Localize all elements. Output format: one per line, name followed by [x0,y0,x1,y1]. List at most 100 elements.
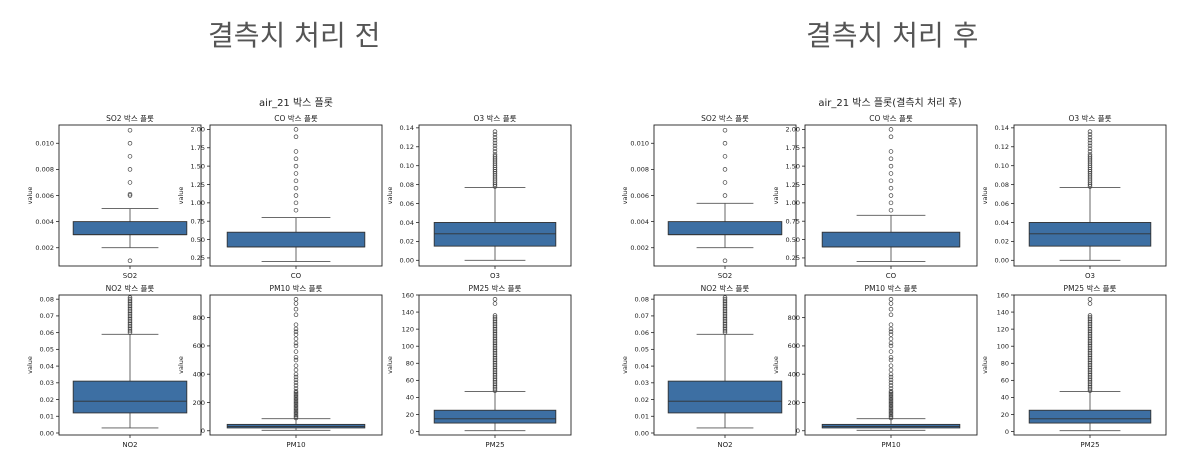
y-tick-label: 0.02 [400,238,414,246]
outlier-point [1087,340,1093,346]
iqr-box [667,380,783,414]
outlier-point [1087,328,1093,334]
outlier-point [492,135,498,140]
y-tick-label: 1.25 [191,181,205,189]
outlier-point [127,301,133,307]
axes-frame [209,294,383,436]
y-tick-label: 60 [406,377,414,385]
outlier-point [293,371,299,377]
outlier-point [888,306,894,312]
y-tick-label: 0.00 [40,429,54,437]
y-tick-label: 0.004 [35,218,54,226]
outlier-point [492,381,498,387]
y-tick-label: 100 [402,343,414,351]
outlier-point [127,167,133,172]
outlier-point [1087,330,1093,335]
outlier-point [492,362,498,368]
y-axis-label: value [26,356,34,374]
y-tick-label: 0.002 [630,244,649,252]
outlier-point [127,311,133,317]
outlier-point [492,333,498,339]
y-tick-label: 0.10 [995,162,1009,170]
outlier-point [1087,366,1093,371]
y-tick-label: 0.010 [35,140,54,148]
y-tick-label: 80 [1001,360,1009,368]
outlier-point [1087,318,1093,323]
outlier-point [293,178,299,184]
outlier-point [492,301,498,306]
y-tick-label: 160 [402,291,414,299]
figure-title: air_21 박스 플롯 [259,97,333,109]
outlier-point [492,364,498,369]
outlier-point [127,328,133,334]
outlier-point [293,312,299,318]
outlier-point [293,200,299,206]
y-tick-label: 0.010 [630,140,649,148]
outlier-point [1087,352,1093,358]
outlier-point [127,127,133,133]
outlier-point [127,300,133,305]
x-tick-label: CO [291,272,302,280]
outlier-point [888,388,894,394]
outlier-point [888,329,894,335]
outlier-point [293,329,299,335]
outlier-point [1087,345,1093,351]
outlier-point [1087,343,1093,349]
x-tick-label: SO2 [123,272,137,280]
outlier-point [722,301,728,307]
iqr-box [1028,409,1152,424]
outlier-point [722,296,728,302]
axes-frame [653,294,797,436]
outlier-point [1087,383,1093,388]
outlier-point [127,303,133,309]
iqr-box [433,222,557,247]
outlier-point [888,411,894,417]
x-tick-label: O3 [1085,272,1095,280]
outlier-point [293,134,299,140]
outlier-point [722,320,728,325]
subplot-title: O3 박스 플롯 [1068,113,1111,123]
outlier-point [293,414,299,419]
outlier-point [293,185,299,191]
outlier-point [1087,364,1093,369]
outlier-point [1087,137,1093,143]
y-tick-label: 40 [406,394,414,402]
outlier-point [722,180,728,185]
panel-heading-before: 결측치 처리 전 [208,19,381,52]
outlier-point [293,412,299,418]
y-tick-label: 0.10 [400,162,414,170]
outlier-point [888,185,894,191]
y-tick-label: 0.04 [40,362,54,370]
outlier-point [293,326,299,332]
outlier-point [1087,338,1093,344]
y-tick-label: 140 [997,308,1009,316]
outlier-point [1087,357,1093,363]
outlier-point [1087,132,1093,137]
subplot-title: CO 박스 플롯 [869,113,913,123]
outlier-point [888,301,894,306]
outlier-point [492,320,498,325]
axes-frame [58,294,202,436]
outlier-point [293,296,299,302]
outlier-point [1087,323,1093,328]
iqr-box [226,231,366,248]
outlier-point [888,193,894,198]
outlier-point [492,355,498,361]
y-axis-label: value [981,356,989,374]
outlier-point [1087,371,1093,376]
outlier-point [492,372,498,378]
outlier-point [1087,301,1093,306]
y-tick-label: 0.008 [630,166,649,174]
y-tick-label: 600 [193,342,205,350]
y-tick-label: 0 [201,427,205,435]
outlier-point [722,325,728,330]
outlier-point [888,336,894,342]
outlier-point [1087,325,1093,330]
outlier-point [888,404,894,409]
outlier-point [1087,326,1093,332]
y-tick-label: 2.00 [191,126,205,134]
outlier-point [492,321,498,327]
subplot-title: PM25 박스 플롯 [1064,283,1117,293]
y-tick-label: 0.08 [400,181,414,189]
outlier-point [492,314,498,320]
